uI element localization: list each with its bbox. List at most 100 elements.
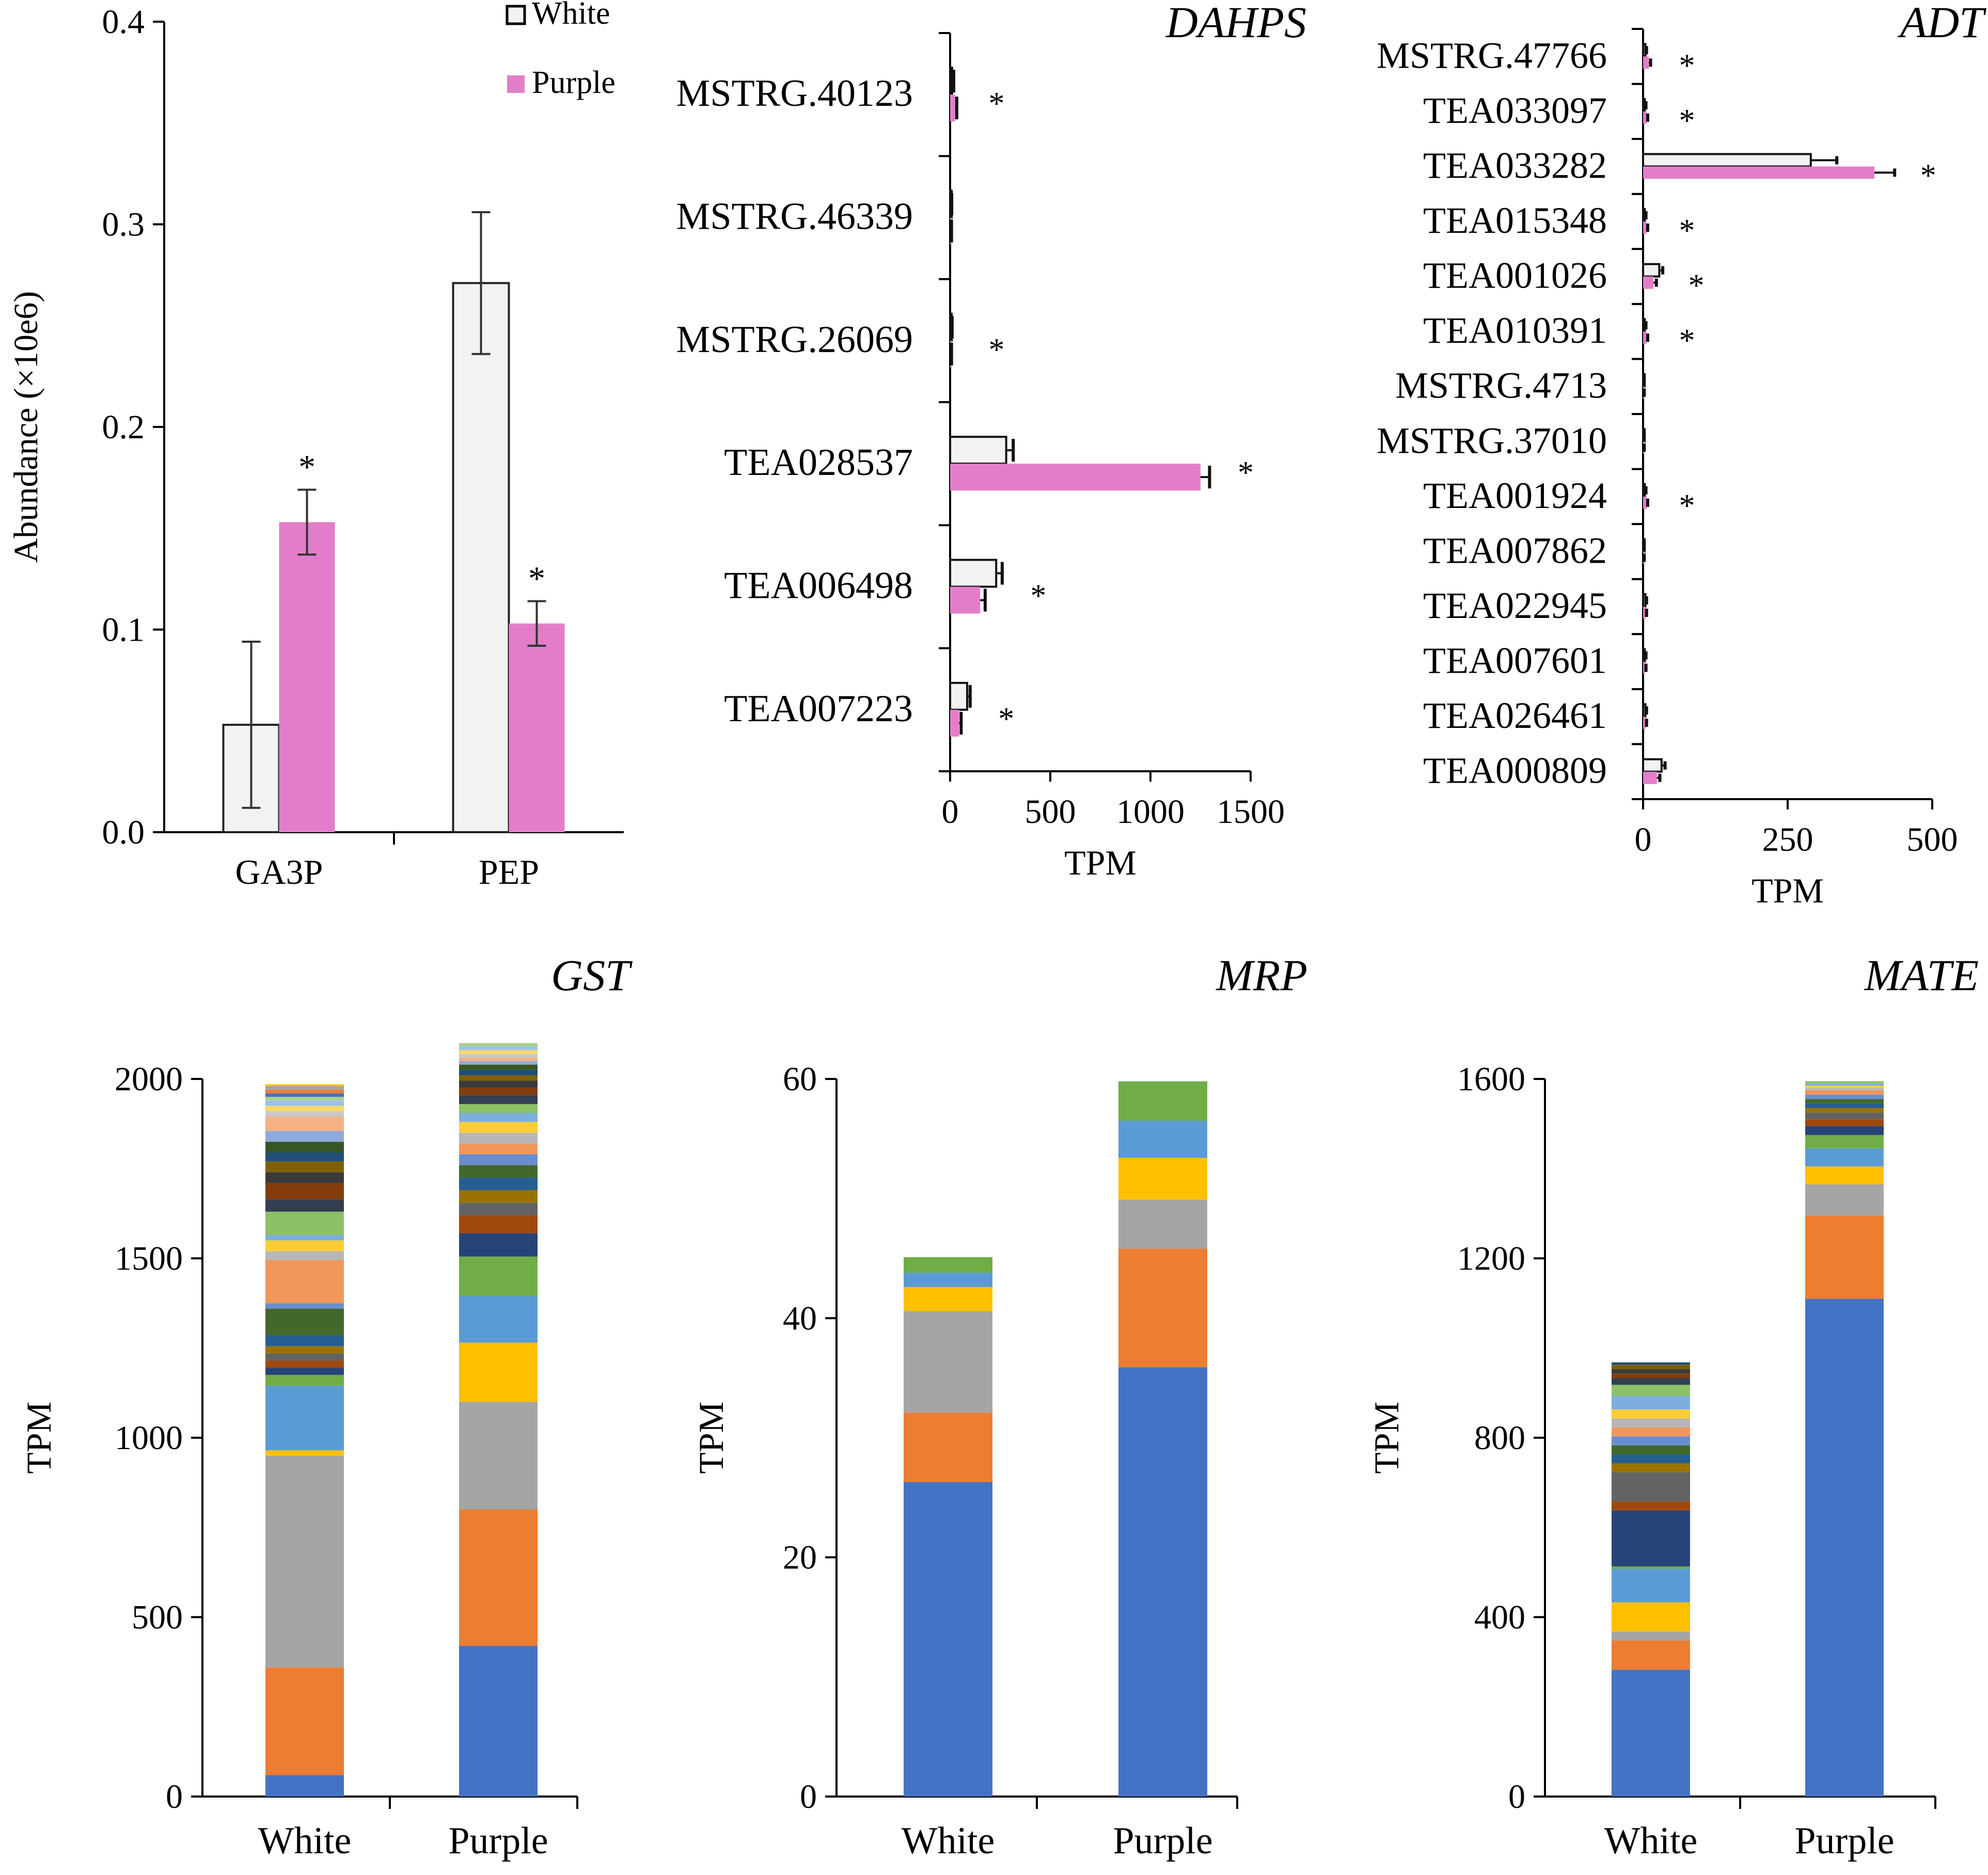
stack-segment-purple <box>459 1088 538 1095</box>
category-label: MSTRG.47766 <box>1377 35 1607 76</box>
category-label: TEA007862 <box>1423 530 1607 571</box>
y-tick-label: 0.2 <box>102 408 145 446</box>
stack-segment-purple <box>1805 1103 1884 1108</box>
stack-segment-white <box>1612 1373 1690 1378</box>
y-tick-label: 0 <box>800 1778 817 1816</box>
stack-segment-white <box>265 1172 344 1183</box>
stack-segment-purple <box>459 1061 538 1065</box>
y-axis-title: TPM <box>691 1402 731 1474</box>
stack-segment-white <box>904 1311 992 1413</box>
stack-segment-white <box>1612 1463 1690 1472</box>
stack-segment-white <box>265 1212 344 1235</box>
bar-white <box>1642 758 1663 773</box>
stack-segment-purple <box>1805 1090 1884 1095</box>
bar-purple <box>950 709 959 737</box>
y-tick-label: 500 <box>132 1599 183 1636</box>
x-tick-label: 500 <box>1025 793 1076 831</box>
chart-title: DAHPS <box>1165 0 1306 47</box>
stack-segment-purple <box>459 1095 538 1104</box>
stack-segment-purple <box>459 1080 538 1088</box>
stack-segment-purple <box>459 1122 538 1133</box>
category-label: TEA001026 <box>1423 255 1607 296</box>
stack-segment-white <box>265 1093 344 1097</box>
stack-segment-white <box>265 1386 344 1451</box>
significance-star: * <box>1689 268 1705 304</box>
stack-segment-purple <box>459 1202 538 1216</box>
adt-chart: ADT 0 250 500 TPM MSTRG.47766 * TEA033097 * TEA03… <box>1377 0 1986 910</box>
stack-segment-white <box>1612 1640 1690 1670</box>
y-tick-label: 0.1 <box>102 611 145 649</box>
bar-white-pep <box>452 282 510 834</box>
legend-swatch-white <box>506 5 526 25</box>
stack-segment-white <box>265 1152 344 1162</box>
y-tick-label: 0 <box>1508 1778 1525 1816</box>
y-tick-label: 40 <box>783 1299 817 1337</box>
stack-segment-purple <box>459 1043 538 1047</box>
stack-segment-white <box>265 1111 344 1117</box>
stack-segment-white <box>1612 1418 1690 1428</box>
stack-segment-white <box>1612 1362 1690 1365</box>
x-axis-title: TPM <box>1752 871 1824 910</box>
significance-star: * <box>1679 103 1695 138</box>
x-category-label: Purple <box>448 1820 548 1862</box>
stack-segment-purple <box>459 1165 538 1178</box>
bar-purple <box>950 586 981 614</box>
stack-segment-purple <box>459 1215 538 1233</box>
stack-segment-white <box>1612 1602 1690 1632</box>
stack-segment-white <box>265 1086 344 1090</box>
stack-segment-purple <box>1118 1157 1207 1200</box>
x-tick-label: 0 <box>1635 821 1652 859</box>
bar-purple <box>1643 771 1657 784</box>
stack-segment-white <box>265 1303 344 1309</box>
stack-segment-white <box>1612 1501 1690 1511</box>
stack-segment-white <box>265 1161 344 1172</box>
stack-segment-white <box>1612 1436 1690 1445</box>
abundance-chart: 0.0 0.1 0.2 0.3 0.4 Abundance (×10e6) GA3P * PEP… <box>7 0 624 892</box>
stack-segment-white <box>265 1235 344 1241</box>
category-label: TEA007223 <box>724 688 913 730</box>
gst-chart: GST 0 500 1000 1500 2000 TPM White Purple <box>19 950 633 1862</box>
bar-purple <box>1643 331 1647 344</box>
bar-purple-ga3p <box>279 522 335 832</box>
stack-segment-purple <box>459 1057 538 1061</box>
bar-purple-pep <box>509 623 565 832</box>
stack-segment-white <box>265 1353 344 1361</box>
stack-segment-white <box>1612 1409 1690 1419</box>
stack-segment-purple <box>459 1050 538 1054</box>
y-tick-label: 1500 <box>115 1240 183 1278</box>
mate-chart: MATE 0 400 800 1200 1600 TPM White Purple <box>1367 950 1979 1862</box>
stack-segment-white <box>1612 1445 1690 1455</box>
bar-purple <box>1643 111 1647 124</box>
y-axis-title: TPM <box>19 1402 58 1474</box>
stack-segment-white <box>265 1360 344 1368</box>
stack-segment-purple <box>1805 1298 1884 1797</box>
category-label: TEA033282 <box>1423 145 1607 186</box>
stack-segment-white <box>265 1141 344 1153</box>
category-label: MSTRG.4713 <box>1395 365 1607 406</box>
category-label: TEA015348 <box>1423 200 1607 241</box>
stack-segment-purple <box>1118 1367 1207 1797</box>
stack-segment-purple <box>459 1046 538 1051</box>
bar-purple <box>1643 717 1646 729</box>
category-label: TEA007601 <box>1423 640 1607 681</box>
y-tick-label: 1000 <box>115 1419 183 1457</box>
stack-segment-white <box>265 1100 344 1106</box>
bar-purple <box>950 464 1201 491</box>
bar-white <box>949 681 968 711</box>
stack-segment-white <box>265 1199 344 1212</box>
stack-segment-white <box>1612 1396 1690 1410</box>
bar-purple <box>1643 276 1654 289</box>
stack-segment-purple <box>1805 1119 1884 1126</box>
x-tick-label: 250 <box>1762 821 1813 859</box>
stack-segment-purple <box>459 1070 538 1076</box>
chart-title: ADT <box>1898 0 1987 47</box>
y-axis-title: TPM <box>1367 1402 1406 1474</box>
stack-segment-white <box>265 1260 344 1304</box>
significance-star: * <box>989 86 1005 121</box>
stack-segment-purple <box>1805 1166 1884 1185</box>
stack-segment-purple <box>459 1154 538 1165</box>
stack-segment-white <box>1612 1510 1690 1567</box>
stack-segment-purple <box>1805 1135 1884 1149</box>
category-label: TEA001924 <box>1423 475 1607 516</box>
stack-segment-purple <box>459 1143 538 1154</box>
